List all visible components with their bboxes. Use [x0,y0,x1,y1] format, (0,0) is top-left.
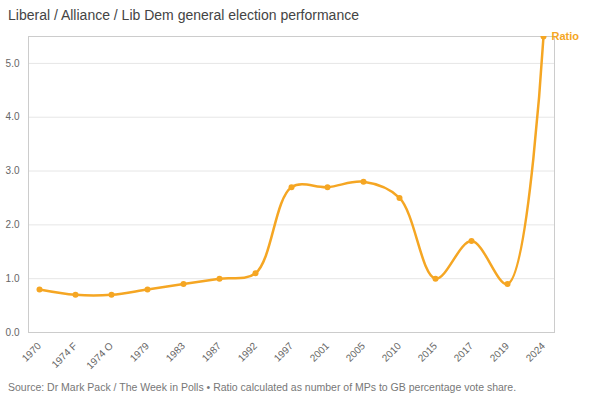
svg-text:1.0: 1.0 [6,273,20,284]
svg-text:1992: 1992 [236,340,260,364]
svg-text:2005: 2005 [344,340,368,364]
html-text:Liberal / Alliance / Lib Dem g: Liberal / Alliance / Lib Dem general ele… [8,7,359,23]
svg-text:2019: 2019 [488,340,512,364]
html-text:Source: Dr Mark Pack / The Wee: Source: Dr Mark Pack / The Week in Polls… [8,381,517,393]
svg-text:1970: 1970 [20,340,44,364]
svg-text:4.0: 4.0 [6,111,20,122]
svg-text:0.0: 0.0 [6,327,20,338]
svg-text:2010: 2010 [380,340,404,364]
svg-text:1983: 1983 [164,340,188,364]
svg-text:2017: 2017 [452,340,476,364]
svg-text:2024: 2024 [524,340,548,364]
svg-text:1974 O: 1974 O [84,340,115,371]
svg-text:Ratio: Ratio [552,30,580,42]
svg-text:5.0: 5.0 [6,58,20,69]
svg-text:1979: 1979 [128,340,152,364]
svg-text:2001: 2001 [308,340,332,364]
svg-text:1997: 1997 [272,340,296,364]
svg-text:3.0: 3.0 [6,165,20,176]
svg-text:1974 F: 1974 F [49,340,79,370]
svg-text:2015: 2015 [416,340,440,364]
svg-text:2.0: 2.0 [6,219,20,230]
svg-text:1987: 1987 [200,340,224,364]
